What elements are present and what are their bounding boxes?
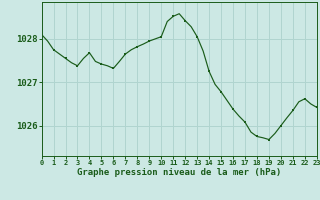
X-axis label: Graphe pression niveau de la mer (hPa): Graphe pression niveau de la mer (hPa) xyxy=(77,168,281,177)
